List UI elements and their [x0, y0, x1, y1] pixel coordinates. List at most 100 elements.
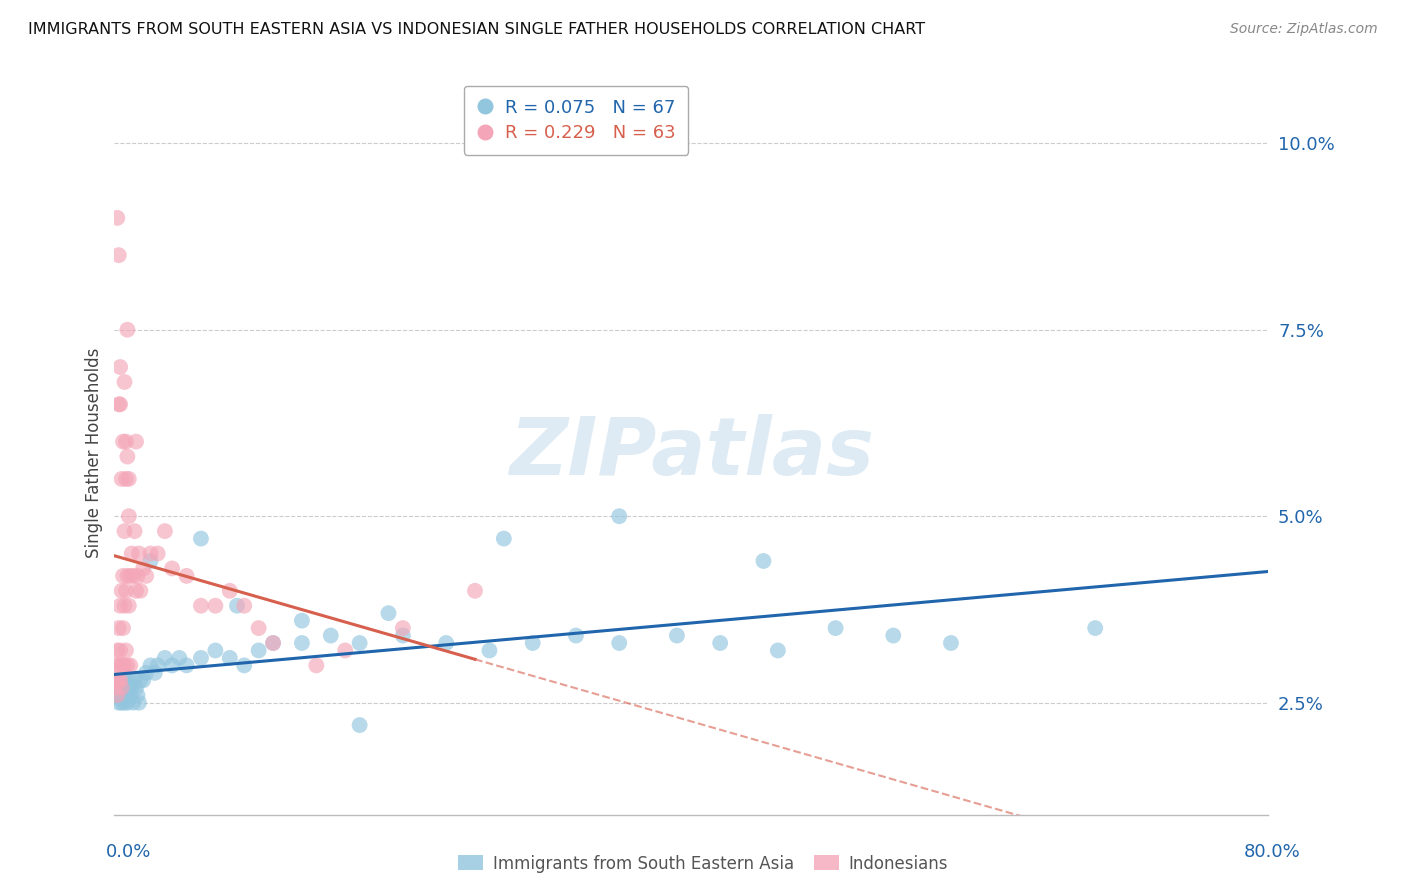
Point [305, 658, 328, 673]
Point [104, 673, 127, 688]
Point [112, 688, 135, 702]
Point [190, 532, 212, 546]
Point [1084, 621, 1107, 635]
Y-axis label: Single Father Households: Single Father Households [86, 348, 103, 558]
Point [522, 636, 544, 650]
Point [143, 665, 166, 680]
Point [108, 643, 131, 657]
Point [139, 658, 162, 673]
Point [434, 636, 457, 650]
Point [129, 673, 152, 688]
Point [247, 621, 270, 635]
Point [349, 718, 371, 732]
Point [115, 583, 138, 598]
Point [112, 658, 135, 673]
Point [128, 547, 150, 561]
Point [115, 688, 138, 702]
Point [118, 673, 141, 688]
Point [160, 658, 183, 673]
Point [105, 688, 128, 702]
Point [114, 681, 136, 695]
Point [118, 599, 141, 613]
Point [146, 547, 169, 561]
Point [118, 472, 141, 486]
Point [190, 599, 212, 613]
Legend: R = 0.075   N = 67, R = 0.229   N = 63: R = 0.075 N = 67, R = 0.229 N = 63 [464, 86, 689, 154]
Point [146, 658, 169, 673]
Point [117, 658, 139, 673]
Point [105, 688, 128, 702]
Point [135, 569, 157, 583]
Point [114, 524, 136, 538]
Point [112, 621, 135, 635]
Text: Source: ZipAtlas.com: Source: ZipAtlas.com [1230, 22, 1378, 37]
Point [111, 696, 134, 710]
Point [117, 688, 139, 702]
Point [111, 658, 134, 673]
Point [190, 651, 212, 665]
Point [478, 643, 501, 657]
Point [226, 599, 249, 613]
Point [107, 397, 129, 411]
Point [247, 643, 270, 657]
Point [153, 524, 176, 538]
Point [139, 554, 162, 568]
Point [114, 696, 136, 710]
Point [111, 583, 134, 598]
Point [319, 629, 342, 643]
Point [176, 658, 198, 673]
Point [112, 569, 135, 583]
Point [118, 509, 141, 524]
Point [291, 614, 314, 628]
Point [127, 569, 149, 583]
Point [120, 569, 142, 583]
Point [132, 561, 155, 575]
Point [291, 636, 314, 650]
Point [607, 636, 630, 650]
Point [129, 583, 152, 598]
Point [114, 658, 136, 673]
Point [107, 673, 129, 688]
Point [377, 606, 399, 620]
Point [752, 554, 775, 568]
Point [107, 658, 129, 673]
Point [105, 643, 128, 657]
Point [122, 569, 145, 583]
Point [160, 561, 183, 575]
Point [121, 681, 143, 695]
Point [127, 688, 149, 702]
Point [117, 323, 139, 337]
Point [125, 681, 148, 695]
Point [117, 450, 139, 464]
Point [112, 434, 135, 449]
Point [120, 688, 142, 702]
Point [115, 472, 138, 486]
Point [108, 397, 131, 411]
Point [121, 547, 143, 561]
Point [492, 532, 515, 546]
Text: ZIPatlas: ZIPatlas [509, 414, 875, 491]
Point [105, 681, 128, 695]
Point [233, 658, 256, 673]
Point [120, 658, 142, 673]
Text: 80.0%: 80.0% [1244, 843, 1301, 861]
Point [115, 434, 138, 449]
Point [125, 583, 148, 598]
Point [108, 359, 131, 374]
Point [117, 569, 139, 583]
Text: IMMIGRANTS FROM SOUTH EASTERN ASIA VS INDONESIAN SINGLE FATHER HOUSEHOLDS CORREL: IMMIGRANTS FROM SOUTH EASTERN ASIA VS IN… [28, 22, 925, 37]
Point [176, 569, 198, 583]
Point [117, 696, 139, 710]
Point [169, 651, 191, 665]
Point [107, 696, 129, 710]
Point [115, 673, 138, 688]
Point [939, 636, 962, 650]
Point [824, 621, 846, 635]
Point [107, 673, 129, 688]
Point [262, 636, 284, 650]
Point [709, 636, 731, 650]
Point [108, 688, 131, 702]
Point [204, 599, 226, 613]
Point [153, 651, 176, 665]
Point [766, 643, 789, 657]
